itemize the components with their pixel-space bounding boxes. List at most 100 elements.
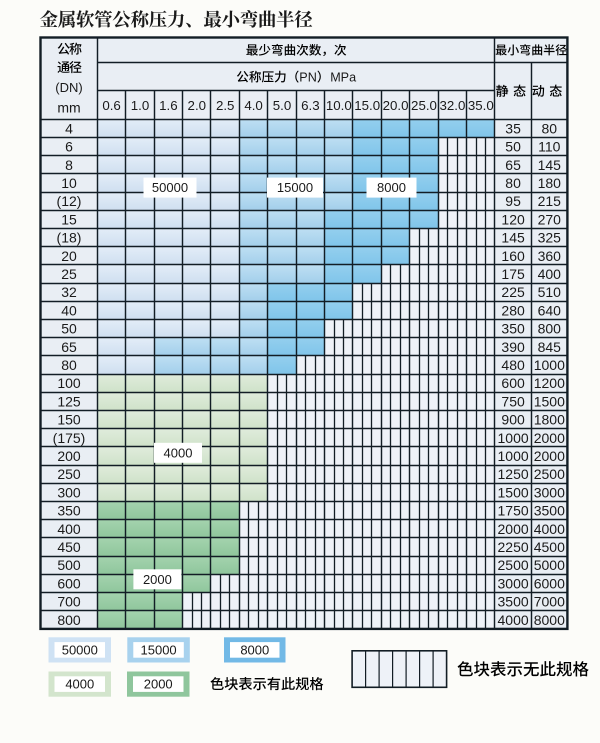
- svg-text:145: 145: [538, 157, 562, 173]
- svg-text:32.0: 32.0: [439, 98, 465, 113]
- svg-text:100: 100: [57, 375, 81, 391]
- svg-text:8000: 8000: [240, 643, 269, 658]
- svg-text:350: 350: [57, 503, 81, 519]
- svg-text:280: 280: [501, 302, 525, 318]
- svg-text:160: 160: [501, 248, 525, 264]
- svg-text:3500: 3500: [498, 594, 529, 610]
- svg-text:3000: 3000: [534, 484, 565, 500]
- svg-text:4000: 4000: [65, 677, 94, 692]
- svg-text:325: 325: [538, 230, 562, 246]
- svg-text:15.0: 15.0: [354, 98, 380, 113]
- svg-text:360: 360: [538, 248, 562, 264]
- svg-text:2500: 2500: [498, 557, 529, 573]
- svg-text:5000: 5000: [534, 557, 565, 573]
- svg-text:32: 32: [61, 284, 77, 300]
- svg-text:800: 800: [538, 321, 562, 337]
- svg-text:2250: 2250: [498, 539, 529, 555]
- svg-text:2000: 2000: [143, 572, 172, 587]
- svg-text:65: 65: [61, 339, 77, 355]
- svg-text:450: 450: [57, 539, 81, 555]
- svg-text:3500: 3500: [534, 503, 565, 519]
- svg-text:400: 400: [57, 521, 81, 537]
- svg-text:1800: 1800: [534, 412, 565, 428]
- svg-text:800: 800: [57, 612, 81, 628]
- svg-text:600: 600: [501, 375, 525, 391]
- svg-text:900: 900: [501, 412, 525, 428]
- svg-text:2.0: 2.0: [188, 98, 207, 113]
- svg-text:145: 145: [501, 230, 525, 246]
- svg-text:8000: 8000: [534, 612, 565, 628]
- svg-text:4: 4: [65, 120, 73, 136]
- svg-text:200: 200: [57, 448, 81, 464]
- svg-text:4000: 4000: [164, 445, 193, 460]
- svg-text:1500: 1500: [498, 484, 529, 500]
- svg-text:300: 300: [57, 484, 81, 500]
- svg-text:(175): (175): [53, 430, 86, 446]
- svg-text:6: 6: [65, 139, 73, 155]
- svg-text:1.6: 1.6: [159, 98, 178, 113]
- svg-text:1250: 1250: [498, 466, 529, 482]
- svg-text:400: 400: [538, 266, 562, 282]
- svg-text:80: 80: [505, 175, 521, 191]
- svg-text:(DN): (DN): [55, 80, 82, 95]
- svg-text:25.0: 25.0: [411, 98, 437, 113]
- svg-text:35: 35: [505, 120, 521, 136]
- svg-text:270: 270: [538, 211, 562, 227]
- svg-text:6000: 6000: [534, 575, 565, 591]
- svg-text:110: 110: [538, 139, 561, 155]
- svg-text:25: 25: [61, 266, 77, 282]
- svg-text:10.0: 10.0: [326, 98, 352, 113]
- svg-text:50000: 50000: [62, 643, 98, 658]
- svg-text:4000: 4000: [534, 521, 565, 537]
- svg-text:2500: 2500: [534, 466, 565, 482]
- svg-text:80: 80: [542, 120, 558, 136]
- svg-text:180: 180: [538, 175, 562, 191]
- svg-text:(18): (18): [57, 230, 82, 246]
- svg-text:8: 8: [65, 157, 73, 173]
- svg-text:700: 700: [57, 594, 81, 610]
- svg-text:3000: 3000: [498, 575, 529, 591]
- svg-text:215: 215: [538, 193, 562, 209]
- svg-text:250: 250: [57, 466, 81, 482]
- svg-text:6.3: 6.3: [301, 98, 320, 113]
- svg-text:225: 225: [501, 284, 525, 300]
- svg-text:640: 640: [538, 302, 562, 318]
- svg-text:15: 15: [61, 211, 77, 227]
- svg-text:15000: 15000: [141, 643, 177, 658]
- svg-text:7000: 7000: [534, 594, 565, 610]
- svg-text:80: 80: [61, 357, 77, 373]
- svg-text:50: 50: [61, 321, 77, 337]
- svg-text:1000: 1000: [498, 448, 529, 464]
- svg-text:4000: 4000: [498, 612, 529, 628]
- svg-text:1500: 1500: [534, 393, 565, 409]
- svg-text:8000: 8000: [377, 180, 406, 195]
- svg-text:4.0: 4.0: [244, 98, 263, 113]
- svg-text:4500: 4500: [534, 539, 565, 555]
- svg-text:350: 350: [501, 321, 525, 337]
- svg-text:10: 10: [61, 175, 77, 191]
- svg-text:500: 500: [57, 557, 81, 573]
- svg-text:PN: PN: [299, 70, 317, 84]
- svg-text:175: 175: [501, 266, 525, 282]
- svg-text:480: 480: [501, 357, 525, 373]
- svg-text:(12): (12): [57, 193, 82, 209]
- svg-text:65: 65: [505, 157, 521, 173]
- svg-text:1750: 1750: [498, 503, 529, 519]
- svg-text:750: 750: [501, 393, 525, 409]
- svg-text:120: 120: [501, 211, 525, 227]
- svg-text:845: 845: [538, 339, 562, 355]
- svg-text:2000: 2000: [498, 521, 529, 537]
- svg-text:20.0: 20.0: [383, 98, 409, 113]
- svg-text:2000: 2000: [534, 430, 565, 446]
- svg-text:2.5: 2.5: [216, 98, 235, 113]
- svg-text:390: 390: [501, 339, 525, 355]
- svg-text:0.6: 0.6: [102, 98, 121, 113]
- svg-text:15000: 15000: [277, 180, 313, 195]
- svg-text:150: 150: [57, 412, 81, 428]
- svg-text:mm: mm: [57, 100, 80, 116]
- svg-text:50: 50: [505, 139, 521, 155]
- svg-text:40: 40: [61, 302, 77, 318]
- svg-text:2000: 2000: [144, 677, 173, 692]
- svg-text:50000: 50000: [152, 180, 188, 195]
- svg-text:125: 125: [57, 393, 81, 409]
